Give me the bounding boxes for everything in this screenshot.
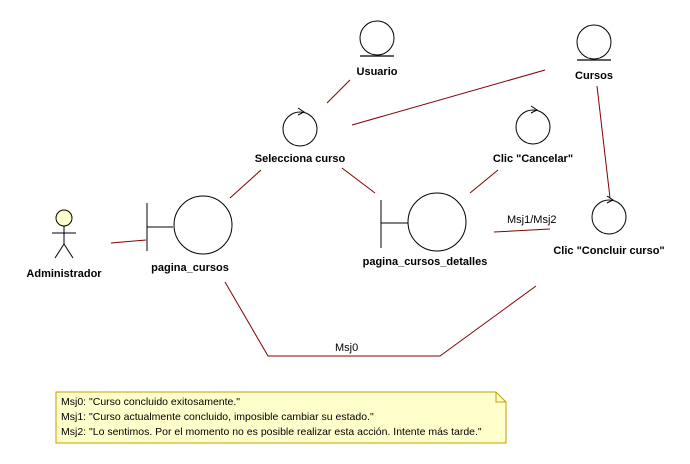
link-selecciona-curso-pagina-cursos bbox=[229, 169, 262, 199]
actor-administrador[interactable]: Administrador bbox=[26, 209, 102, 280]
entity-usuario[interactable]: Usuario bbox=[357, 20, 398, 78]
entity-circle bbox=[576, 24, 612, 60]
note-line-msj1: Msj1: "Curso actualmente concluido, impo… bbox=[61, 411, 374, 423]
entity-cursos[interactable]: Cursos bbox=[575, 24, 613, 82]
edge-label-msj0: Msj0 bbox=[335, 342, 358, 354]
note-line-msj0: Msj0: "Curso concluido exitosamente." bbox=[61, 396, 240, 408]
control-arrow-icon bbox=[297, 107, 305, 116]
entity-usuario-label: Usuario bbox=[357, 66, 398, 78]
link-pagina-cursos-detalles-clic-concluir bbox=[493, 228, 551, 233]
boundary-pagina-cursos-label: pagina_cursos bbox=[151, 262, 229, 274]
control-clic-concluir-curso-label: Clic "Concluir curso" bbox=[553, 245, 664, 257]
control-circle bbox=[282, 111, 318, 147]
control-arrow-icon bbox=[606, 195, 614, 204]
messages-note[interactable]: Msj0: "Curso concluido exitosamente." Ms… bbox=[55, 391, 507, 444]
boundary-circle bbox=[173, 195, 233, 255]
actor-icon bbox=[52, 209, 76, 259]
control-clic-cancelar-label: Clic "Cancelar" bbox=[493, 153, 573, 165]
edge-label-msj1-msj2: Msj1/Msj2 bbox=[507, 214, 557, 226]
boundary-circle bbox=[407, 192, 467, 252]
links bbox=[110, 69, 611, 357]
note-folded-corner bbox=[495, 392, 506, 403]
actor-administrador-label: Administrador bbox=[26, 268, 102, 280]
link-clic-cancelar-pagina-cursos-detalles bbox=[469, 169, 499, 194]
link-selecciona-curso-pagina-cursos-detalles bbox=[341, 167, 376, 194]
link-usuario-selecciona-curso bbox=[326, 79, 351, 104]
control-circle bbox=[515, 109, 551, 145]
boundary-pagina-cursos[interactable]: pagina_cursos bbox=[146, 195, 233, 274]
link-administrador-pagina-cursos bbox=[110, 239, 147, 244]
control-arrow-icon bbox=[530, 105, 538, 114]
note-body bbox=[55, 391, 507, 444]
note-line-msj2: Msj2: "Lo sentimos. Por el momento no es… bbox=[61, 426, 482, 438]
link-pagina-cursos-clic-concluir bbox=[224, 281, 537, 357]
control-selecciona-curso[interactable]: Selecciona curso bbox=[255, 107, 346, 165]
control-circle bbox=[591, 199, 627, 235]
control-clic-cancelar[interactable]: Clic "Cancelar" bbox=[493, 105, 573, 165]
control-selecciona-curso-label: Selecciona curso bbox=[255, 153, 346, 165]
entity-circle bbox=[359, 20, 395, 56]
link-cursos-selecciona-curso bbox=[351, 69, 546, 126]
boundary-pagina-cursos-detalles[interactable]: pagina_cursos_detalles bbox=[363, 192, 488, 268]
link-cursos-clic-concluir bbox=[596, 85, 611, 199]
boundary-pagina-cursos-detalles-label: pagina_cursos_detalles bbox=[363, 256, 488, 268]
control-clic-concluir-curso[interactable]: Clic "Concluir curso" bbox=[553, 195, 665, 257]
entity-cursos-label: Cursos bbox=[575, 70, 613, 82]
